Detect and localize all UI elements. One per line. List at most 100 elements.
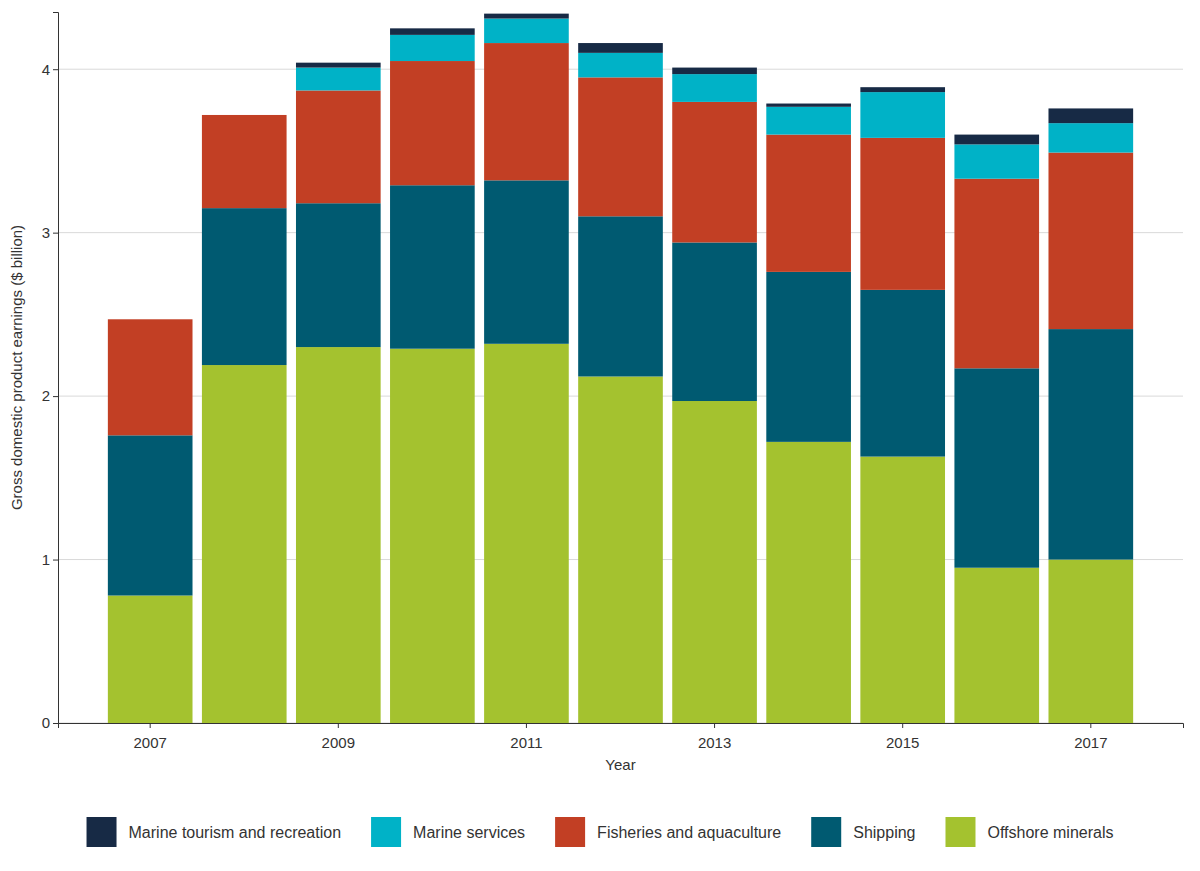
legend-item: Marine tourism and recreation [87, 817, 342, 847]
bar-segment [766, 104, 851, 107]
bar-segment [108, 596, 193, 723]
tick-mark [150, 723, 151, 728]
bar-segment [108, 319, 193, 320]
bar-segment [296, 90, 381, 203]
bar-segment [578, 216, 663, 376]
bar-segment [766, 107, 851, 135]
bar-segment [860, 87, 945, 92]
tick [244, 723, 245, 728]
legend-swatch [87, 817, 117, 847]
legend-swatch [555, 817, 585, 847]
bar-segment [578, 77, 663, 216]
legend-item: Fisheries and aquaculture [555, 817, 781, 847]
tick-mark [1090, 723, 1091, 728]
y-axis: 0 1 2 3 4 [42, 13, 59, 732]
tick-label: 2013 [698, 734, 731, 751]
axis-line [59, 724, 1184, 729]
tick [620, 723, 621, 728]
bar-segment [954, 368, 1039, 567]
series [108, 43, 1133, 435]
tick: 2 [42, 387, 58, 404]
bar-segment [954, 144, 1039, 178]
bar-segment [672, 401, 757, 723]
bar-segment [860, 138, 945, 290]
bar-segment [296, 203, 381, 347]
bar-segment [954, 568, 1039, 723]
bar-segment [108, 319, 193, 320]
bar-segment [296, 63, 381, 68]
tick-mark [808, 723, 809, 728]
legend: Marine tourism and recreation Marine serv… [87, 817, 1114, 847]
bar-segment [1048, 153, 1133, 330]
bar-segment [202, 114, 287, 115]
bar-segment [578, 53, 663, 78]
bar-segment [1048, 123, 1133, 152]
tick-label: 2009 [322, 734, 355, 751]
x-axis-title: Year [605, 756, 635, 773]
tick-mark [620, 723, 621, 728]
bar-segment [954, 135, 1039, 145]
bar-segment [672, 242, 757, 401]
legend-label: Shipping [853, 824, 915, 841]
tick-label: 2017 [1074, 734, 1107, 751]
tick-mark [432, 723, 433, 728]
bar-segment [1048, 329, 1133, 559]
bar-segment [1048, 560, 1133, 723]
bar-segment [390, 28, 475, 35]
tick: 3 [42, 224, 58, 241]
legend-swatch [945, 817, 975, 847]
tick-label: 0 [42, 714, 50, 731]
tick-mark [526, 723, 527, 728]
bar-segment [390, 61, 475, 185]
bar-segment [108, 319, 193, 435]
legend-label: Marine tourism and recreation [129, 824, 342, 841]
tick: 2011 [510, 723, 542, 751]
bar-segment [202, 208, 287, 365]
tick-mark [338, 723, 339, 728]
chart: 01234200720092011201320152017YearGross d… [0, 0, 1200, 871]
tick: 2015 [886, 723, 919, 751]
tick: 1 [42, 551, 58, 568]
legend-label: Marine services [413, 824, 525, 841]
tick [996, 723, 997, 728]
tick-label: 2011 [510, 734, 542, 751]
tick-label: 2015 [886, 734, 919, 751]
legend-item: Offshore minerals [945, 817, 1113, 847]
legend-swatch [811, 817, 841, 847]
bar-segment [860, 92, 945, 138]
tick: 2009 [322, 723, 355, 751]
bar-segment [578, 376, 663, 723]
legend-label: Fisheries and aquaculture [597, 824, 781, 841]
bar-segment [390, 349, 475, 723]
tick-mark [996, 723, 997, 728]
tick [432, 723, 433, 728]
bar-segment [296, 347, 381, 723]
tick [808, 723, 809, 728]
legend-item: Shipping [811, 817, 915, 847]
tick: 2013 [698, 723, 731, 751]
legend-label: Offshore minerals [987, 824, 1113, 841]
bar-segment [484, 344, 569, 723]
bar-segment [860, 290, 945, 457]
bar-segment [672, 102, 757, 243]
bar-segment [390, 185, 475, 348]
tick-mark [714, 723, 715, 728]
bar-segment [860, 457, 945, 723]
x-axis: 2007 2009 2011 2013 2015 2017 [59, 723, 1184, 751]
tick-mark [53, 723, 58, 724]
bar-segment [296, 68, 381, 91]
tick: 2017 [1074, 723, 1107, 751]
tick: 4 [42, 61, 58, 78]
bar-segment [390, 35, 475, 61]
bar-segment [202, 365, 287, 723]
tick-label: 2007 [133, 734, 166, 751]
tick-label: 2 [42, 387, 50, 404]
tick: 0 [42, 714, 58, 731]
tick-mark [53, 560, 58, 561]
legend-item: Marine services [371, 817, 525, 847]
tick-mark [53, 396, 58, 397]
bar-segment [672, 68, 757, 75]
bar-segment [954, 179, 1039, 369]
tick-mark [244, 723, 245, 728]
bar-segment [672, 74, 757, 102]
